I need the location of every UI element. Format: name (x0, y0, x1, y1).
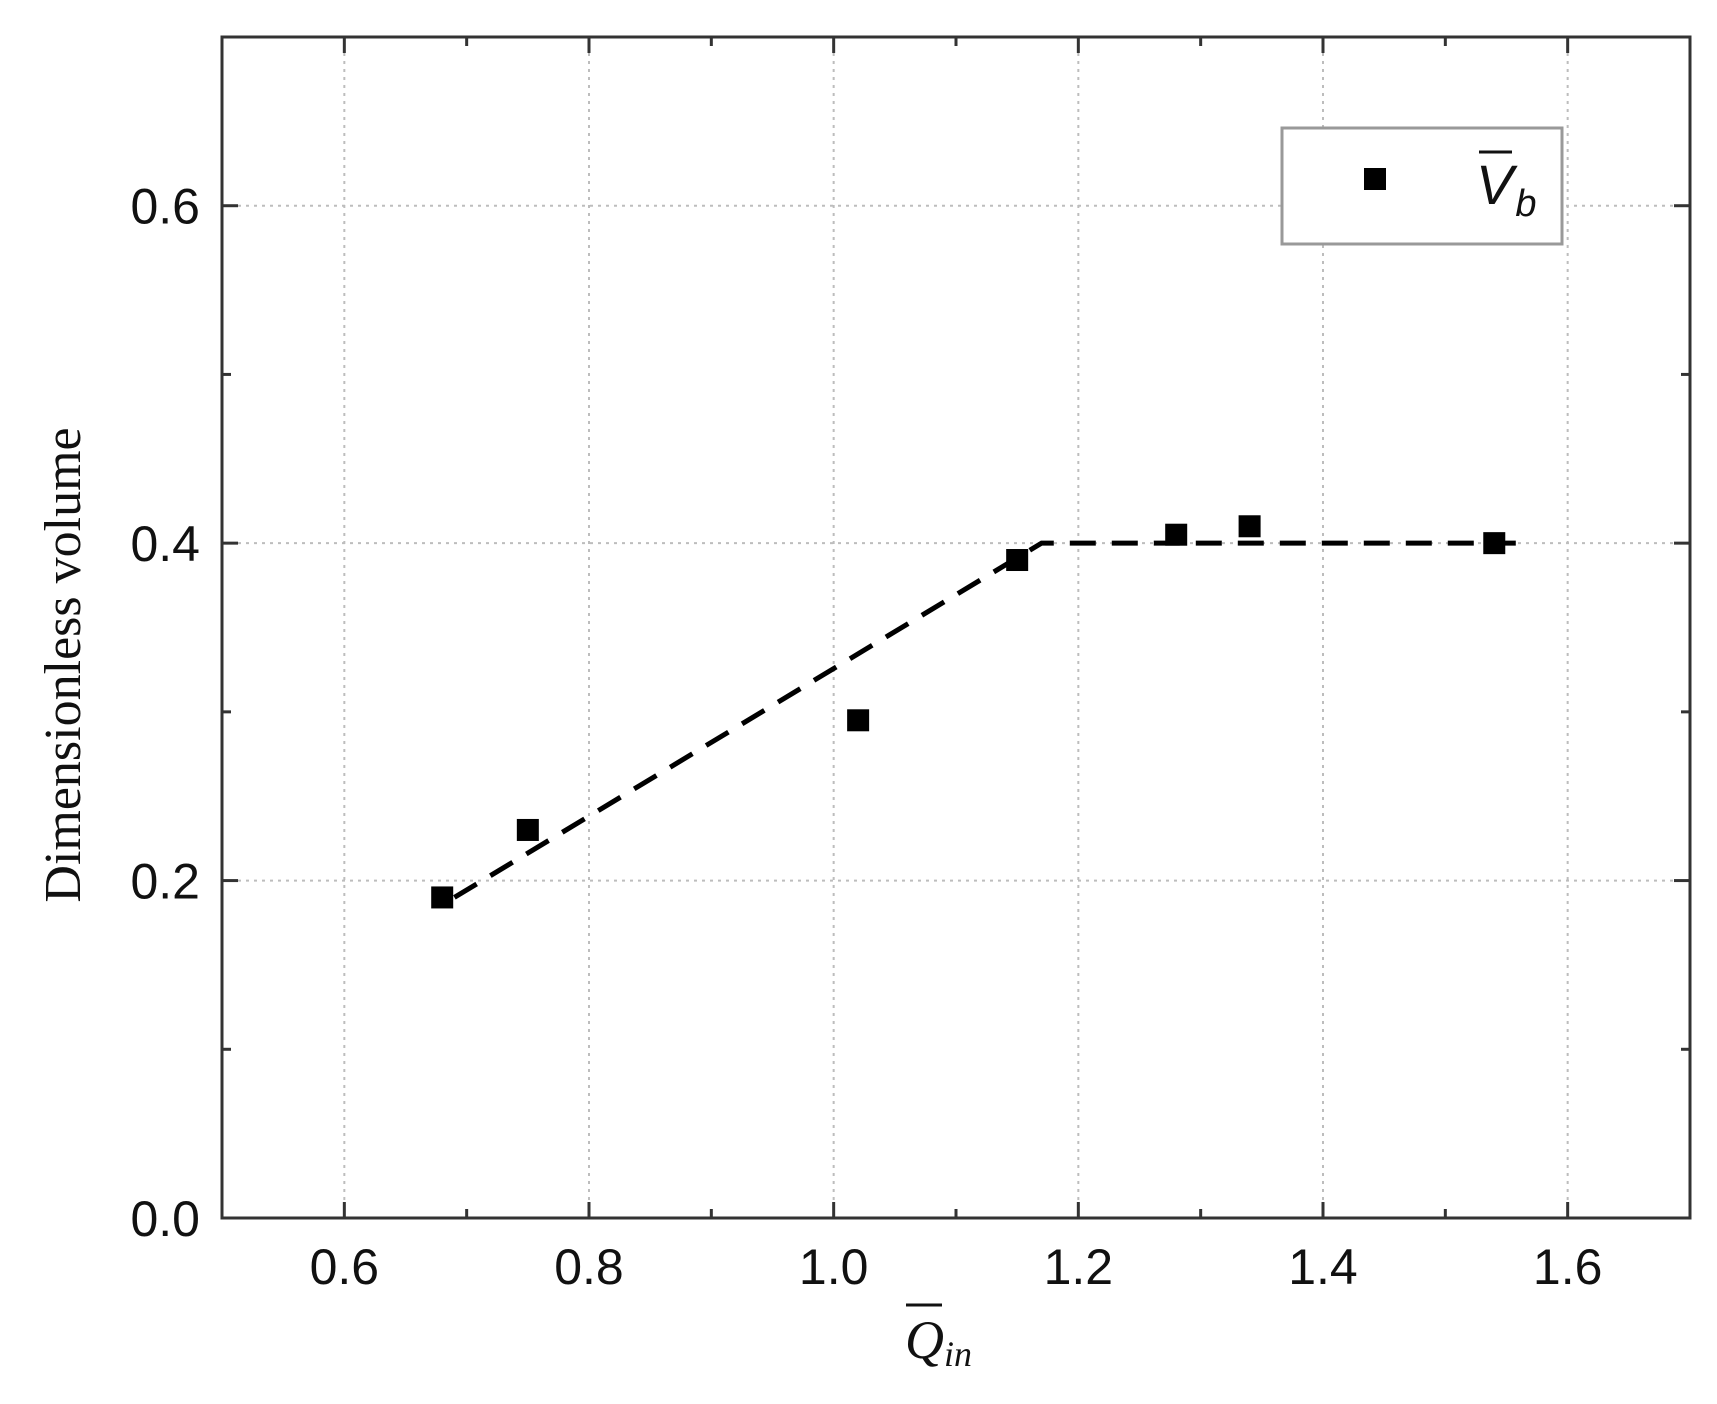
data-point (1483, 532, 1506, 555)
data-point (1006, 549, 1029, 572)
data-point (847, 709, 870, 732)
x-tick-label: 1.2 (1044, 1239, 1114, 1295)
trend-line-layer (453, 540, 1519, 900)
y-tick-label: 0.6 (130, 179, 200, 235)
x-tick-label: 1.6 (1533, 1239, 1603, 1295)
axis-ticks-layer: 0.6 0.8 1.0 1.2 1.4 1.6 0.0 0.2 0.4 0.6 (130, 35, 1692, 1295)
y-axis-label: Dimensionless volume (35, 427, 92, 902)
x-tick-label: 0.6 (310, 1239, 380, 1295)
y-tick-label: 0.0 (130, 1191, 200, 1247)
x-tick-label: 1.0 (799, 1239, 869, 1295)
x-axis-label-main: Q (905, 1310, 944, 1370)
data-points-layer (431, 515, 1506, 909)
data-point (1238, 515, 1261, 538)
x-tick-label: 1.4 (1288, 1239, 1358, 1295)
x-axis-label: Qin (905, 1303, 972, 1374)
y-tick-label: 0.4 (130, 516, 200, 572)
legend: Vb (1280, 126, 1564, 246)
data-point (1165, 523, 1188, 546)
svg-text:Qin: Qin (905, 1310, 972, 1374)
legend-label-sub: b (1515, 183, 1536, 225)
legend-label-main: V (1476, 153, 1518, 216)
legend-label: Vb (1476, 153, 1537, 225)
trend-line (453, 540, 1519, 900)
x-axis-label-sub: in (944, 1334, 972, 1374)
data-point (516, 818, 539, 841)
legend-marker (1364, 168, 1386, 190)
y-tick-label: 0.2 (130, 854, 200, 910)
data-point (431, 886, 454, 909)
legend-box (1280, 126, 1564, 246)
x-tick-label: 0.8 (554, 1239, 624, 1295)
grid-layer (222, 37, 1690, 1219)
